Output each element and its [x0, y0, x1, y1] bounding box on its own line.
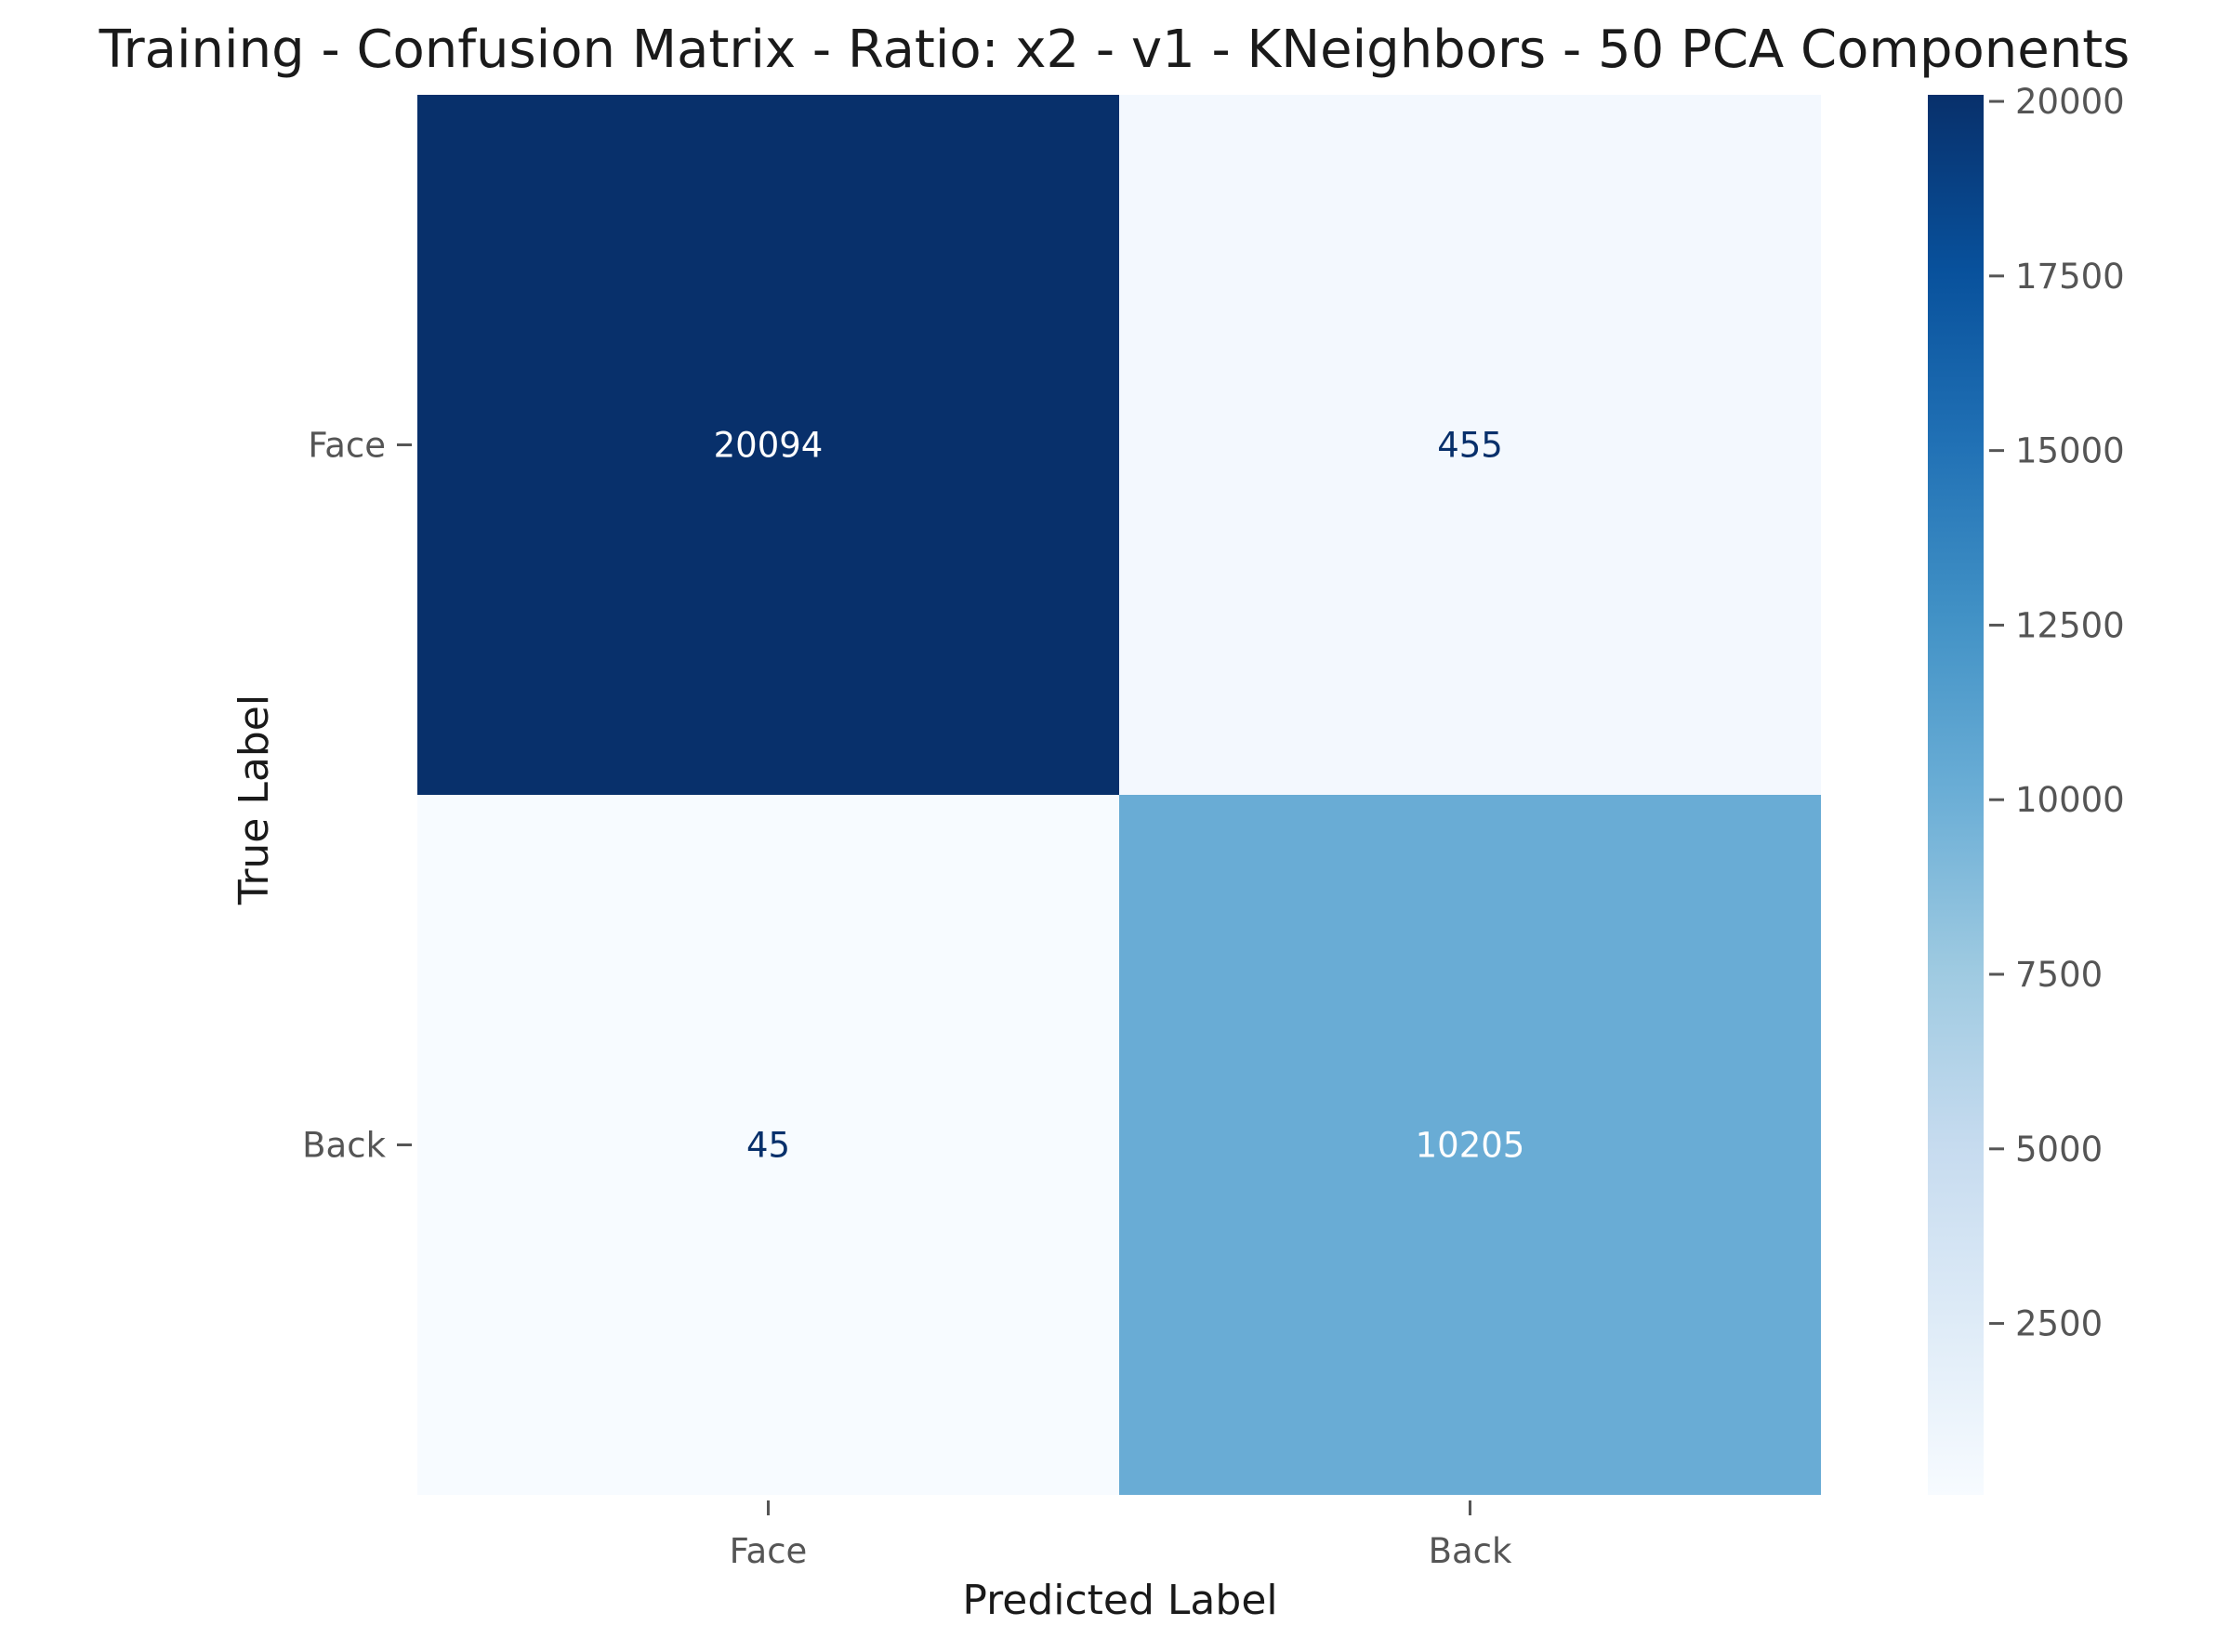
- y-axis-ticks: Face Back: [302, 426, 412, 1166]
- x-axis-label: Predicted Label: [962, 1577, 1277, 1624]
- y-tick-label-0: Face: [308, 426, 386, 466]
- colorbar-ticks: 2500 5000 7500 10000 12500 15000 17500 20000: [1989, 82, 2125, 1344]
- heatmap-cell-0-1: [1119, 95, 1821, 795]
- chart-title: Training - Confusion Matrix - Ratio: x2 …: [99, 20, 2130, 80]
- heatmap-cell-1-0: [417, 795, 1119, 1495]
- heatmap-cells: [417, 95, 1821, 1495]
- colorbar-tick-label-0: 2500: [2015, 1304, 2103, 1344]
- x-axis-ticks: Face Back: [730, 1500, 1512, 1571]
- colorbar-tick-label-2: 7500: [2015, 955, 2103, 995]
- colorbar-tick-label-5: 15000: [2015, 431, 2125, 471]
- y-axis-label: True Label: [231, 694, 278, 905]
- colorbar-tick-label-3: 10000: [2015, 780, 2125, 820]
- colorbar-tick-label-7: 20000: [2015, 82, 2125, 122]
- colorbar-tick-label-4: 12500: [2015, 605, 2125, 645]
- x-tick-label-0: Face: [730, 1531, 808, 1571]
- x-tick-label-1: Back: [1429, 1531, 1512, 1571]
- colorbar: [1928, 95, 1984, 1495]
- cell-value-label-1-1: 10205: [1416, 1126, 1525, 1166]
- heatmap-cell-0-0: [417, 95, 1119, 795]
- heatmap-cell-1-1: [1119, 795, 1821, 1495]
- cell-value-label-1-0: 45: [746, 1126, 790, 1166]
- cell-value-label-0-0: 20094: [714, 426, 824, 466]
- heatmap-cell-labels: 20094 455 45 10205: [714, 426, 1525, 1166]
- cell-value-label-0-1: 455: [1437, 426, 1503, 466]
- colorbar-tick-label-1: 5000: [2015, 1130, 2103, 1170]
- colorbar-tick-label-6: 17500: [2015, 257, 2125, 297]
- y-tick-label-1: Back: [302, 1126, 386, 1166]
